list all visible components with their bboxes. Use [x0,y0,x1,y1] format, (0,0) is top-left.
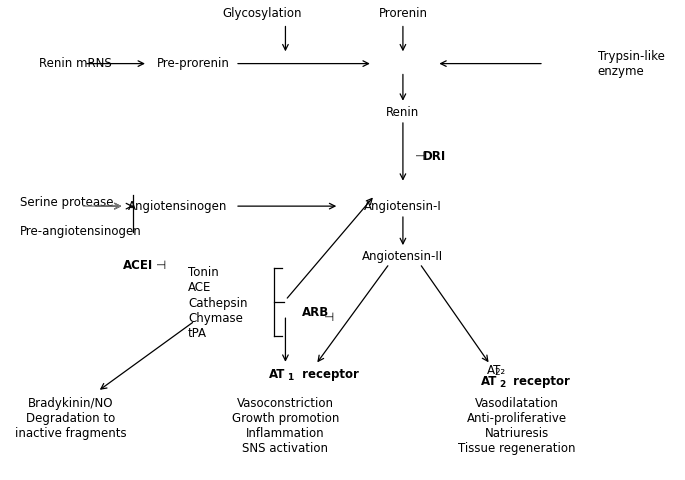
Text: ⊣: ⊣ [156,259,166,272]
Text: Bradykinin/NO: Bradykinin/NO [28,397,114,410]
Text: Natriuresis: Natriuresis [485,427,549,440]
Text: Angiotensinogen: Angiotensinogen [128,200,227,213]
Text: Vasodilatation: Vasodilatation [475,397,559,410]
Text: AT: AT [480,374,497,388]
Text: Glycosylation: Glycosylation [222,7,301,20]
Text: Pre-prorenin: Pre-prorenin [157,57,230,70]
Text: Prorenin: Prorenin [378,7,427,20]
Text: Angiotensin-II: Angiotensin-II [362,250,443,263]
Text: ARB: ARB [302,306,329,319]
Text: Anti-proliferative: Anti-proliferative [467,412,567,425]
Text: AT: AT [269,368,286,381]
Text: ACE: ACE [188,281,212,295]
Text: ⊣: ⊣ [324,311,334,324]
Text: Pre-angiotensinogen: Pre-angiotensinogen [21,225,142,238]
Text: 1: 1 [288,373,294,383]
Text: Serine protease: Serine protease [21,196,114,209]
Text: Inflammation: Inflammation [246,427,325,440]
Text: receptor: receptor [509,374,570,388]
Text: Angiotensin-I: Angiotensin-I [364,200,442,213]
Text: tPA: tPA [188,326,207,340]
Text: Degradation to: Degradation to [26,412,115,425]
Text: Trypsin-like
enzyme: Trypsin-like enzyme [597,49,664,78]
Text: Chymase: Chymase [188,312,243,324]
Text: Cathepsin: Cathepsin [188,297,247,310]
Text: Growth promotion: Growth promotion [232,412,339,425]
Text: receptor: receptor [297,368,358,381]
Text: Tonin: Tonin [188,266,219,279]
Text: Renin mRNS: Renin mRNS [39,57,112,70]
Text: Renin: Renin [386,106,419,119]
Text: Vasoconstriction: Vasoconstriction [237,397,334,410]
Text: ACEI: ACEI [123,259,153,272]
Text: DRI: DRI [423,150,447,163]
Text: Tissue regeneration: Tissue regeneration [458,443,576,456]
Text: SNS activation: SNS activation [242,443,328,456]
Text: ⊣: ⊣ [415,150,425,163]
Text: inactive fragments: inactive fragments [15,427,127,440]
Text: 2: 2 [494,368,500,377]
Text: AT₂: AT₂ [487,364,506,377]
Text: 2: 2 [499,380,505,389]
